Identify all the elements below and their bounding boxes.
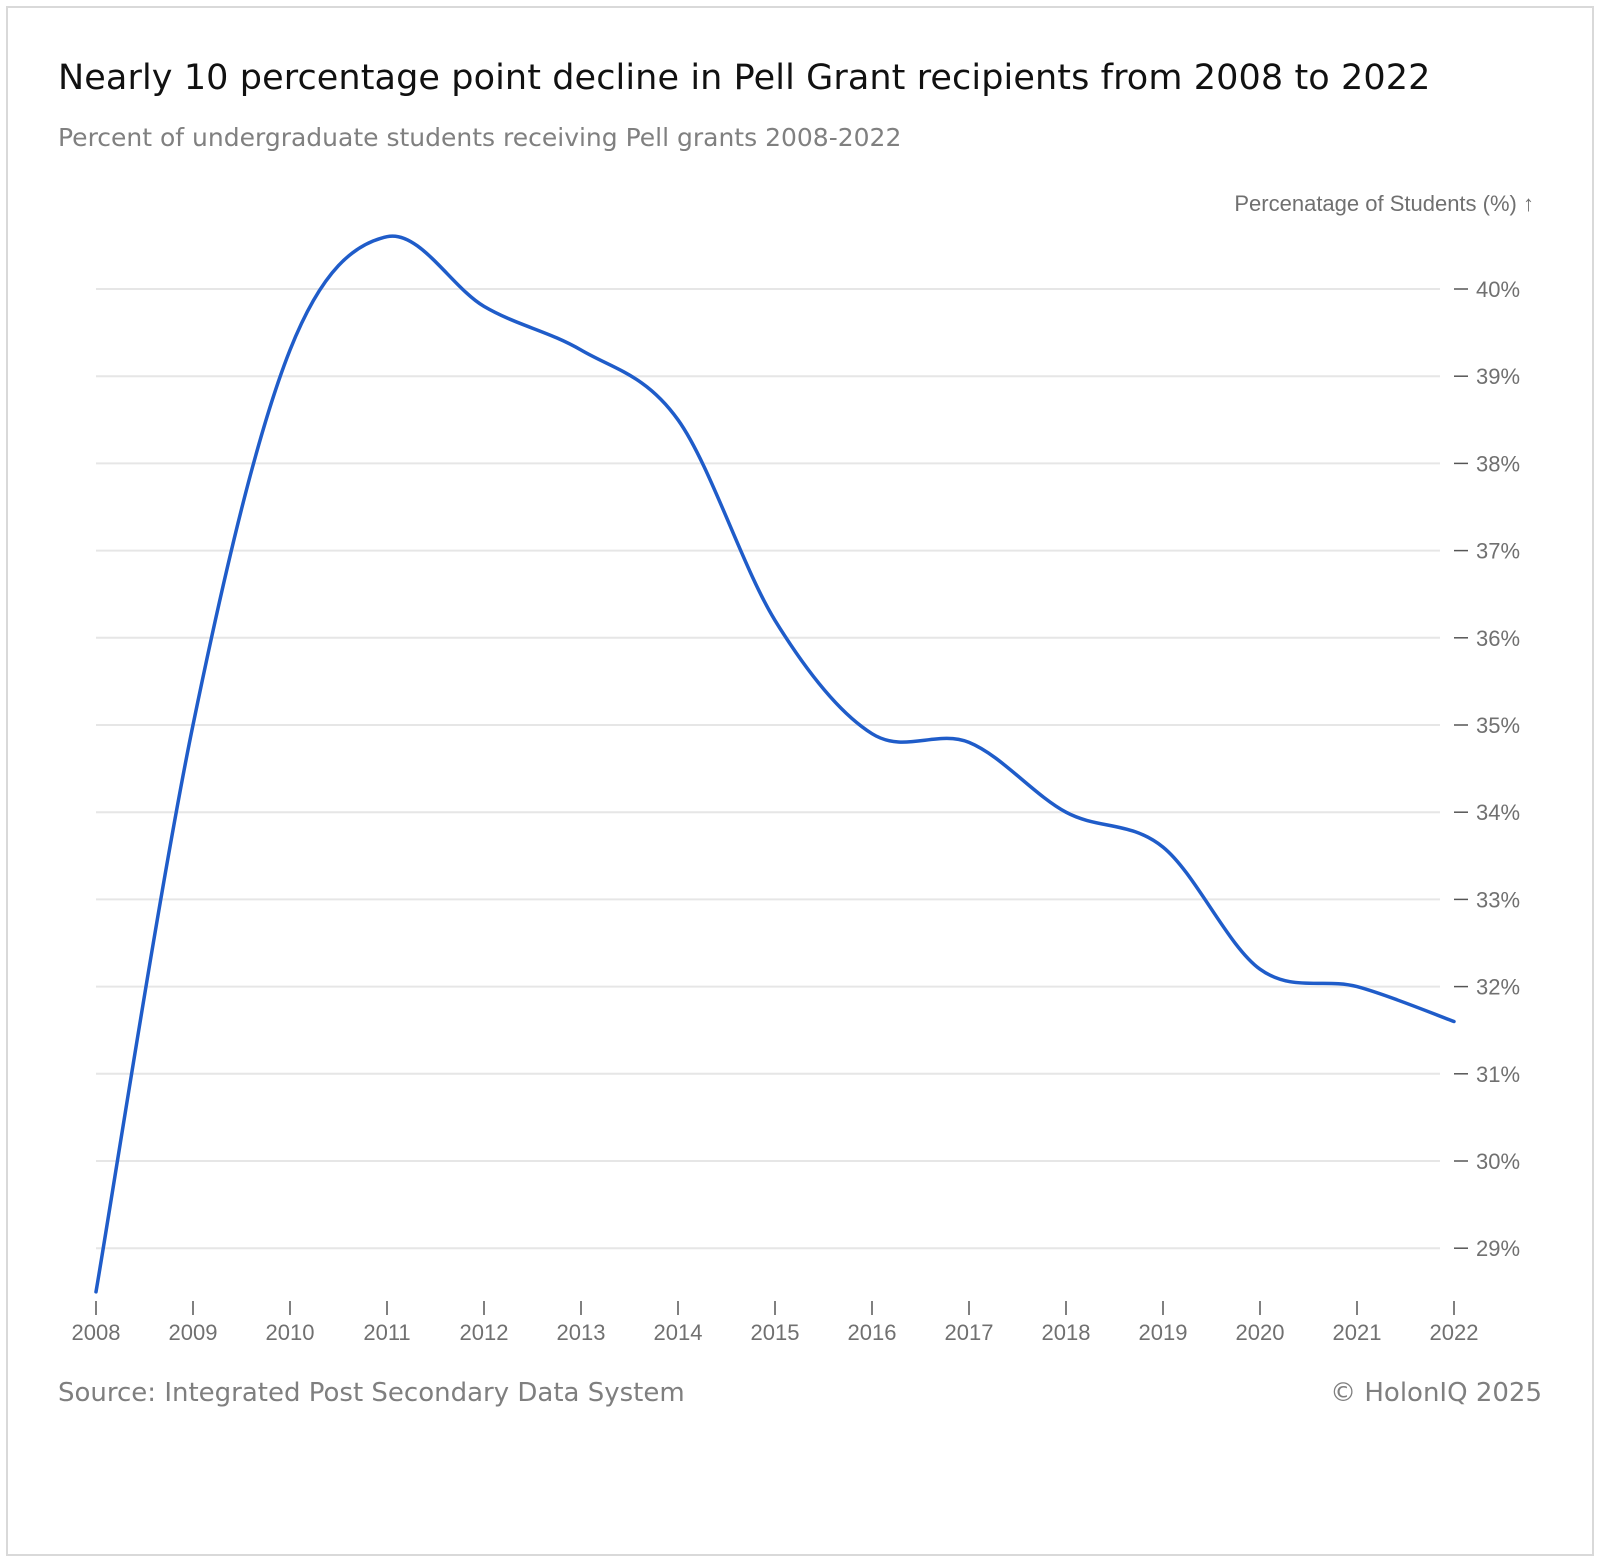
y-tick-label: 37% [1476,539,1520,564]
copyright-note: © HolonIQ 2025 [1330,1378,1542,1408]
y-tick-label: 36% [1476,626,1520,651]
x-tick-label: 2013 [557,1320,606,1345]
chart-frame [6,6,1594,1556]
x-tick-label: 2008 [72,1320,121,1345]
x-tick-label: 2015 [751,1320,800,1345]
y-tick-label: 30% [1476,1149,1520,1174]
x-tick-label: 2022 [1430,1320,1479,1345]
x-tick-label: 2020 [1236,1320,1285,1345]
data-point [1160,844,1166,850]
data-point [1354,984,1360,990]
y-tick-label: 35% [1476,713,1520,738]
series-line-pell-grant-share [94,234,1456,1294]
data-point [966,739,972,745]
series-layer [93,234,1457,1295]
y-axis: 29% 30% 31% 32% 33% 34% 35% 36% 37% 38% 39% 40% [1454,277,1520,1261]
data-point [869,731,875,737]
data-point [1257,966,1263,972]
x-tick-label: 2016 [848,1320,897,1345]
y-tick-label: 31% [1476,1062,1520,1087]
x-tick-label: 2018 [1042,1320,1091,1345]
y-tick-label: 39% [1476,364,1520,389]
x-tick-label: 2012 [460,1320,509,1345]
data-point [1063,809,1069,815]
x-tick-label: 2009 [169,1320,218,1345]
data-point [1451,1018,1457,1024]
y-tick-label: 34% [1476,800,1520,825]
data-point [190,722,196,728]
source-note: Source: Integrated Post Secondary Data S… [58,1378,685,1408]
x-tick-label: 2014 [654,1320,703,1345]
x-tick-label: 2021 [1333,1320,1382,1345]
y-tick-label: 32% [1476,975,1520,1000]
y-tick-label: 33% [1476,887,1520,912]
y-tick-label: 40% [1476,277,1520,302]
data-point [772,617,778,623]
data-point [384,234,390,240]
grid-lines [96,288,1440,1250]
data-point [93,1289,99,1295]
data-point [578,347,584,353]
x-tick-label: 2017 [945,1320,994,1345]
x-tick-label: 2010 [266,1320,315,1345]
chart-subtitle: Percent of undergraduate students receiv… [58,123,902,152]
y-axis-title: Percenatage of Students (%) ↑ [1234,191,1534,216]
x-tick-label: 2011 [363,1320,410,1345]
data-point [481,303,487,309]
data-point [675,417,681,423]
y-tick-label: 38% [1476,451,1520,476]
y-tick-label: 29% [1476,1236,1520,1261]
data-point [287,347,293,353]
x-tick-label: 2019 [1139,1320,1188,1345]
chart-title: Nearly 10 percentage point decline in Pe… [58,58,1431,98]
x-axis: 2008 2009 2010 2011 2012 2013 2014 2015 2016 2017… [72,1301,1479,1345]
